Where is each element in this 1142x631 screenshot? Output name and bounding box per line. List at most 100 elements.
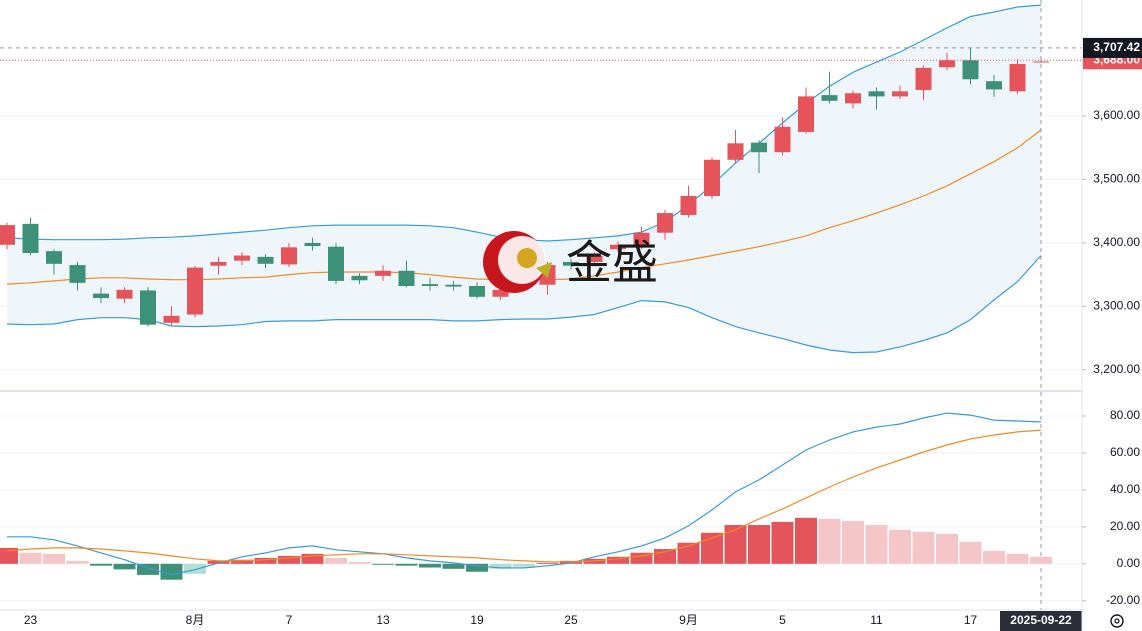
indicator-line <box>6 429 1042 563</box>
watermark: 金盛 <box>483 231 658 293</box>
candle-body <box>939 60 955 68</box>
y-tick-label: 60.00 <box>1110 445 1140 459</box>
candle-body <box>680 195 697 215</box>
candle-body <box>469 286 485 297</box>
histogram-bar <box>231 559 253 564</box>
histogram-bar <box>254 557 277 564</box>
candle-body <box>610 244 626 250</box>
candle-body <box>727 143 744 160</box>
x-tick-label: 13 <box>376 613 390 627</box>
histogram-bar <box>748 525 770 564</box>
candle-body <box>281 247 297 265</box>
y-tick-label: 3,200.00 <box>1093 362 1140 376</box>
histogram-bar <box>818 518 841 564</box>
histogram-bar <box>842 520 864 564</box>
settings-dot[interactable] <box>1114 618 1120 624</box>
logo-leaf <box>536 262 552 278</box>
candle-body <box>351 275 368 281</box>
candle-body <box>1033 61 1049 63</box>
candle-body <box>868 91 885 97</box>
x-tick-label: 11 <box>870 613 883 627</box>
candle-body <box>586 255 603 262</box>
histogram-bar <box>959 541 982 564</box>
x-tick-label: 2025-09-22 <box>1010 613 1072 627</box>
histogram-bar <box>348 561 371 564</box>
histogram-bar <box>466 563 488 572</box>
candle-body <box>798 96 814 132</box>
histogram-bar <box>936 533 958 564</box>
histogram-bar <box>677 542 700 564</box>
candle-body <box>22 223 39 254</box>
indicator-line <box>7 412 1042 576</box>
candle-body <box>422 284 438 286</box>
candle-body <box>187 267 203 315</box>
y-tick-label: 3,500.00 <box>1093 172 1140 186</box>
candle-body <box>93 293 109 299</box>
x-tick-label: 8月 <box>186 613 205 627</box>
histogram-bar <box>160 563 183 580</box>
y-tick-label: 3,600.00 <box>1093 108 1140 122</box>
settings-icon[interactable] <box>1110 614 1124 628</box>
candle-body <box>116 289 133 299</box>
candle-body <box>69 265 86 283</box>
settings-ring[interactable] <box>1110 614 1124 628</box>
histogram-bar <box>795 517 817 564</box>
histogram-bar <box>43 553 65 564</box>
candle-body <box>210 261 227 266</box>
candle-body <box>46 251 62 264</box>
candle-body <box>962 60 979 80</box>
logo-ball <box>517 248 537 268</box>
y-tick-label: -20.00 <box>1106 593 1140 607</box>
histogram-bar <box>395 563 418 566</box>
histogram-bar <box>630 552 653 564</box>
x-tick-label: 25 <box>564 613 578 627</box>
band-lower <box>6 255 1042 354</box>
candle-body <box>257 256 274 264</box>
histogram-bar <box>724 525 747 564</box>
y-tick-label: 20.00 <box>1110 519 1140 533</box>
candle-body <box>163 315 180 323</box>
axis-layer: 3,200.00 3,300.00 3,400.00 3,500.00 3,600.00… <box>24 37 1142 631</box>
x-tick-label: 7 <box>286 613 293 627</box>
candle-body <box>845 93 861 104</box>
watermark-text: 金盛 <box>566 236 658 290</box>
histogram-bar <box>983 550 1005 564</box>
candle-body <box>304 242 321 247</box>
candle-body <box>821 95 838 101</box>
histogram-bar <box>771 521 794 564</box>
candle-body <box>1009 64 1026 92</box>
histogram-bar <box>701 532 723 564</box>
histogram-bar <box>90 563 112 566</box>
histogram-bar <box>1006 553 1029 564</box>
histogram-bar <box>1030 556 1052 564</box>
histogram-bar <box>889 529 911 564</box>
histogram-bar <box>489 563 512 569</box>
x-label-box <box>1000 611 1082 631</box>
histogram-bar <box>536 562 559 564</box>
histogram-bar <box>113 563 136 570</box>
candle-body <box>234 255 250 261</box>
histogram-bar <box>912 531 935 564</box>
histogram-bar <box>442 563 465 569</box>
histogram-bar <box>278 555 300 564</box>
candle-body <box>633 232 650 245</box>
histogram-bar <box>19 552 42 564</box>
x-tick-label: 17 <box>964 613 978 627</box>
histogram-bar <box>301 553 324 564</box>
crosshair-box <box>1083 37 1142 58</box>
x-tick-label: 23 <box>24 613 38 627</box>
histogram-bar <box>419 563 441 568</box>
x-tick-label: 19 <box>470 613 484 627</box>
x-tick-label: 5 <box>779 613 786 627</box>
candle-body <box>892 91 908 97</box>
histogram-bar <box>184 563 206 574</box>
candle-body <box>774 126 791 153</box>
histogram-bar <box>325 557 347 564</box>
y-tick-label: 40.00 <box>1110 482 1140 496</box>
candle-body <box>915 67 932 91</box>
y-tick-label: 3,400.00 <box>1093 235 1140 249</box>
candle-body <box>445 284 462 287</box>
candle-body <box>704 159 720 196</box>
histogram-bar <box>372 563 394 565</box>
